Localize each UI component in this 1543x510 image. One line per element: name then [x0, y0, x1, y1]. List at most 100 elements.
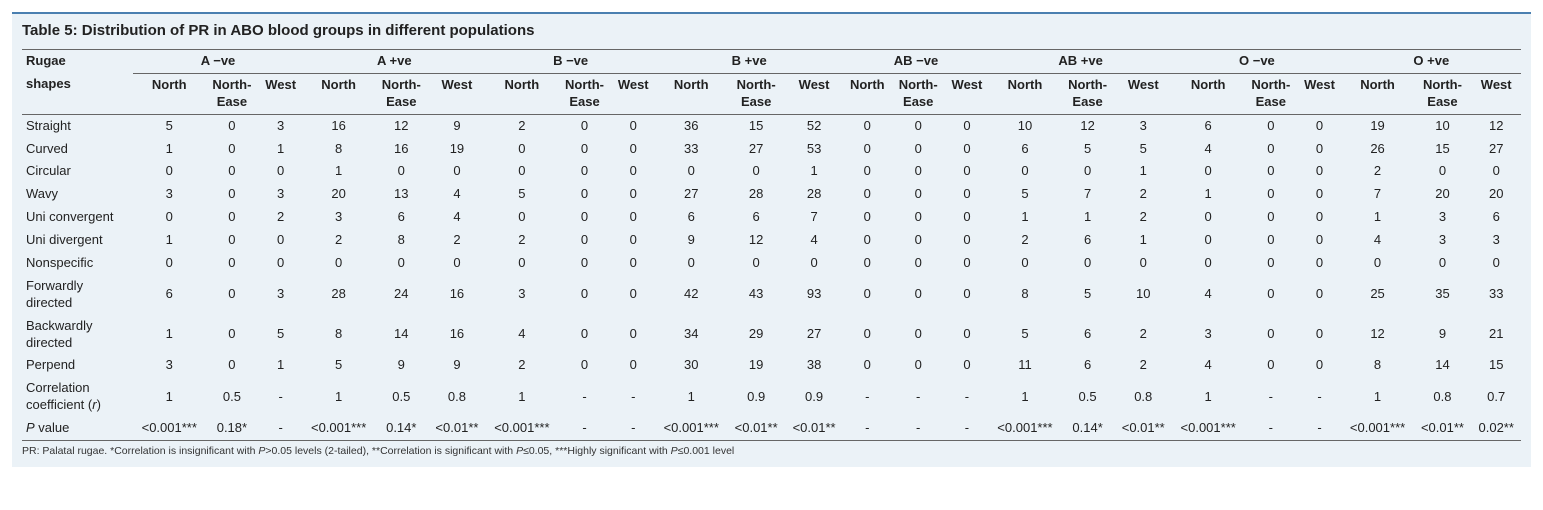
cell: 0	[727, 252, 785, 275]
cell: 0	[558, 354, 611, 377]
cell: 1	[133, 315, 205, 355]
cell: 0	[303, 252, 375, 275]
cell: 0	[205, 206, 258, 229]
cell: 0	[558, 252, 611, 275]
cell: 0.14*	[375, 417, 428, 440]
cell: 14	[375, 315, 428, 355]
cell: 6	[1471, 206, 1521, 229]
cell: -	[843, 417, 891, 440]
cell: 2	[486, 114, 558, 137]
cell: 1	[1172, 377, 1244, 417]
row-label: P value	[22, 417, 133, 440]
cell: <0.01**	[428, 417, 486, 440]
cell: 0	[611, 354, 655, 377]
cell: 0	[558, 229, 611, 252]
cell: 1	[1342, 377, 1414, 417]
table-row: P value<0.001***0.18*-<0.001***0.14*<0.0…	[22, 417, 1521, 440]
sub-header: North-Ease	[1244, 73, 1297, 114]
sub-header: West	[945, 73, 989, 114]
cell: 12	[1342, 315, 1414, 355]
cell: 1	[1114, 160, 1172, 183]
cell: 0	[428, 252, 486, 275]
cell: -	[1298, 377, 1342, 417]
cell: 6	[1172, 114, 1244, 137]
cell: 0	[892, 229, 945, 252]
table-row: Forwardly directed6032824163004243930008…	[22, 275, 1521, 315]
cell: 29	[727, 315, 785, 355]
cell: 0	[558, 183, 611, 206]
cell: 28	[727, 183, 785, 206]
cell: -	[611, 417, 655, 440]
cell: 0	[1298, 206, 1342, 229]
group-header: A +ve	[303, 50, 486, 74]
cell: 4	[428, 183, 486, 206]
cell: 0.7	[1471, 377, 1521, 417]
cell: <0.001***	[1172, 417, 1244, 440]
row-label: Perpend	[22, 354, 133, 377]
cell: 5	[303, 354, 375, 377]
sub-header: North-Ease	[558, 73, 611, 114]
cell: 3	[259, 275, 303, 315]
col-header-rugae-1: Rugae	[22, 50, 133, 74]
cell: 0	[892, 252, 945, 275]
cell: 0	[1298, 315, 1342, 355]
cell: 0	[611, 138, 655, 161]
cell: 0	[945, 315, 989, 355]
cell: 0	[843, 229, 891, 252]
cell: 21	[1471, 315, 1521, 355]
cell: 15	[1414, 138, 1472, 161]
cell: 0	[1244, 138, 1297, 161]
cell: 0.18*	[205, 417, 258, 440]
cell: 3	[1114, 114, 1172, 137]
cell: 0	[945, 275, 989, 315]
cell: -	[945, 377, 989, 417]
cell: 0	[133, 206, 205, 229]
cell: 24	[375, 275, 428, 315]
cell: <0.01**	[1414, 417, 1472, 440]
cell: <0.001***	[989, 417, 1061, 440]
row-label: Wavy	[22, 183, 133, 206]
cell: <0.001***	[303, 417, 375, 440]
cell: -	[259, 377, 303, 417]
cell: 0	[1244, 354, 1297, 377]
cell: 0	[611, 206, 655, 229]
cell: 10	[1114, 275, 1172, 315]
row-label: Straight	[22, 114, 133, 137]
cell: <0.01**	[785, 417, 843, 440]
cell: 0	[205, 138, 258, 161]
cell: 33	[655, 138, 727, 161]
cell: 0	[945, 354, 989, 377]
cell: 8	[375, 229, 428, 252]
cell: 5	[486, 183, 558, 206]
cell: 0	[843, 160, 891, 183]
row-label: Curved	[22, 138, 133, 161]
cell: 36	[655, 114, 727, 137]
cell: 1	[259, 354, 303, 377]
cell: 19	[1342, 114, 1414, 137]
cell: 0	[259, 252, 303, 275]
cell: 0	[1172, 229, 1244, 252]
cell: -	[611, 377, 655, 417]
sub-header: North	[843, 73, 891, 114]
cell: 1	[133, 138, 205, 161]
cell: -	[1244, 417, 1297, 440]
cell: 5	[1114, 138, 1172, 161]
cell: 11	[989, 354, 1061, 377]
cell: 0	[945, 114, 989, 137]
cell: 0	[892, 315, 945, 355]
cell: 1	[989, 377, 1061, 417]
cell: 0	[1471, 160, 1521, 183]
sub-header: North	[486, 73, 558, 114]
cell: 0	[945, 160, 989, 183]
sub-header: West	[1471, 73, 1521, 114]
row-label: Correlation coefficient (r)	[22, 377, 133, 417]
cell: 1	[486, 377, 558, 417]
cell: 8	[989, 275, 1061, 315]
cell: 12	[375, 114, 428, 137]
cell: 28	[785, 183, 843, 206]
cell: -	[892, 377, 945, 417]
cell: 0	[1172, 160, 1244, 183]
cell: 0	[1298, 138, 1342, 161]
cell: 0.8	[1114, 377, 1172, 417]
cell: 0	[1298, 275, 1342, 315]
